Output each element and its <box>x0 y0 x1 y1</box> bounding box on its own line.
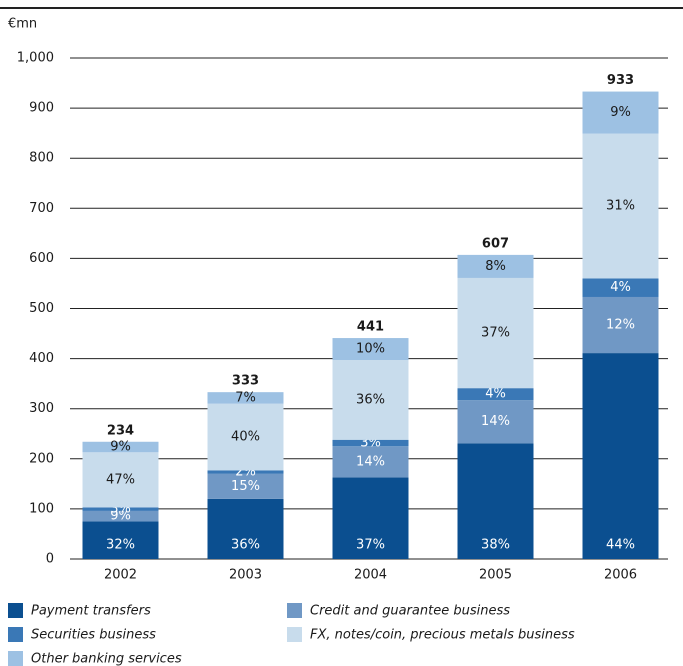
bar-segment <box>207 498 284 559</box>
share-label: 12% <box>606 318 635 333</box>
bar-segment <box>332 338 409 361</box>
bar-segment <box>582 133 659 279</box>
y-tick-label: 200 <box>29 451 54 466</box>
share-label: 36% <box>231 538 260 553</box>
share-label: 47% <box>106 472 135 487</box>
share-label: 10% <box>356 342 385 357</box>
legend-label: Payment transfers <box>31 604 151 619</box>
share-label: 14% <box>356 454 385 469</box>
legend-label: Other banking services <box>31 652 182 666</box>
share-label: 36% <box>356 392 385 407</box>
bar-segment <box>457 400 534 444</box>
total-label: 333 <box>232 374 259 389</box>
legend-swatch <box>287 627 302 642</box>
share-label: 9% <box>610 105 631 120</box>
y-tick-label: 0 <box>46 552 54 567</box>
y-tick-label: 600 <box>29 251 54 266</box>
share-label: 8% <box>485 259 506 274</box>
legend-label: Securities business <box>31 628 156 643</box>
share-label: 31% <box>606 199 635 214</box>
legend-swatch <box>287 603 302 618</box>
legend-swatch <box>8 603 23 618</box>
share-label: 15% <box>231 479 260 494</box>
share-label: 4% <box>485 387 506 402</box>
share-label: 37% <box>356 538 385 553</box>
bar-segment <box>332 439 409 447</box>
bar-segment <box>332 360 409 440</box>
x-tick-label: 2002 <box>104 568 137 583</box>
bar-segment <box>457 254 534 278</box>
y-tick-label: 100 <box>29 501 54 516</box>
y-tick-label: 300 <box>29 401 54 416</box>
bar-segment <box>457 277 534 389</box>
bar-segment <box>207 403 284 471</box>
bar-segment <box>82 521 159 559</box>
y-tick-label: 1,000 <box>17 51 54 66</box>
share-label: 9% <box>110 440 131 455</box>
bar-segment <box>82 507 159 511</box>
share-label: 7% <box>235 390 256 405</box>
bar-segment <box>207 470 284 474</box>
bar-segment <box>82 452 159 508</box>
y-tick-label: 900 <box>29 101 54 116</box>
bar-segment <box>332 446 409 478</box>
y-tick-label: 800 <box>29 151 54 166</box>
share-label: 32% <box>106 538 135 553</box>
legend-label: FX, notes/coin, precious metals business <box>310 628 575 643</box>
total-label: 234 <box>107 423 134 438</box>
x-tick-label: 2006 <box>604 568 637 583</box>
x-tick-label: 2004 <box>354 568 387 583</box>
bar-segment <box>582 296 659 354</box>
x-tick-label: 2005 <box>479 568 512 583</box>
y-tick-label: 500 <box>29 301 54 316</box>
total-label: 933 <box>607 73 634 88</box>
bar-segment <box>582 353 659 559</box>
bar-segment <box>82 510 159 522</box>
share-label: 14% <box>481 414 510 429</box>
bar-segment <box>207 392 284 404</box>
share-label: 37% <box>481 326 510 341</box>
legend-label: Credit and guarantee business <box>310 604 510 619</box>
share-label: 4% <box>610 280 631 295</box>
bar-segment <box>82 441 159 453</box>
total-label: 607 <box>482 236 509 251</box>
y-tick-label: 700 <box>29 201 54 216</box>
bar-segment <box>207 473 284 499</box>
share-label: 9% <box>110 509 131 524</box>
bar-segment <box>457 443 534 559</box>
share-label: 44% <box>606 538 635 553</box>
x-tick-label: 2003 <box>229 568 262 583</box>
total-label: 441 <box>357 320 384 335</box>
unit-label: €mn <box>8 17 37 32</box>
bar-segment <box>332 477 409 559</box>
legend-swatch <box>8 651 23 666</box>
share-label: 40% <box>231 430 260 445</box>
bar-segment <box>582 278 659 297</box>
share-label: 38% <box>481 538 510 553</box>
y-tick-label: 400 <box>29 351 54 366</box>
bar-segment <box>582 91 659 134</box>
legend-swatch <box>8 627 23 642</box>
bar-segment <box>457 388 534 401</box>
